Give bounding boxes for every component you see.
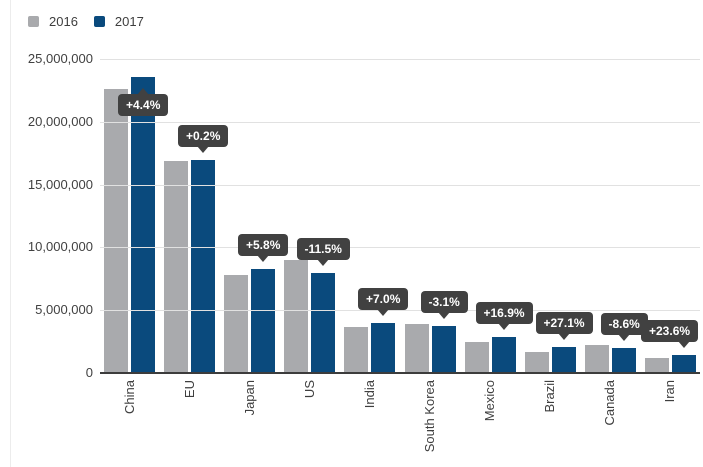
bar-groups: China EU Japan US India South Korea Mexico Braz… <box>100 59 700 452</box>
bar-2016-iran[interactable] <box>644 358 669 373</box>
bar-group-brazil: Brazil <box>524 59 576 413</box>
y-axis-label: 10,000,000 <box>27 239 93 255</box>
change-label-mexico: +16.9% <box>475 302 533 325</box>
bar-2017-iran[interactable] <box>671 355 696 373</box>
x-axis-label-brazil: Brazil <box>525 380 576 413</box>
bar-2016-japan[interactable] <box>224 275 249 373</box>
change-label-pointer-icon <box>438 311 450 319</box>
legend-swatch-icon <box>93 16 105 27</box>
x-axis-label-canada: Canada <box>585 380 636 426</box>
bar-group-india: India <box>344 59 396 408</box>
gridline <box>100 310 700 312</box>
bar-group-japan: Japan <box>224 59 276 415</box>
gridline <box>100 59 700 60</box>
y-axis: 0 5,000,000 10,000,000 15,000,000 20,000,000… <box>0 51 93 380</box>
bar-2016-brazil[interactable] <box>524 352 549 373</box>
y-axis-label: 15,000,000 <box>27 176 93 192</box>
bar-2017-india[interactable] <box>371 323 396 373</box>
change-label-canada: -8.6% <box>600 312 648 335</box>
bar-group-canada: Canada <box>584 59 636 426</box>
change-label-pointer-icon <box>678 340 690 348</box>
gridline <box>100 247 700 249</box>
legend-item-2016[interactable]: 2016 <box>28 14 78 29</box>
change-label-china: +4.4% <box>118 93 169 116</box>
change-label-us: -11.5% <box>296 237 350 260</box>
x-axis-label-text: Canada <box>602 380 618 426</box>
bar-2016-south-korea[interactable] <box>404 324 429 373</box>
change-label-brazil: +27.1% <box>535 311 593 334</box>
bar-group-mexico: Mexico <box>464 59 516 421</box>
bar-2017-mexico[interactable] <box>491 337 516 373</box>
x-axis-label-text: South Korea <box>422 380 438 453</box>
legend-label: 2017 <box>114 14 144 29</box>
gridline <box>100 121 700 123</box>
change-label-iran: +23.6% <box>641 319 699 342</box>
bar-2017-china[interactable] <box>131 76 155 373</box>
x-axis-label-mexico: Mexico <box>465 380 516 421</box>
bar-2017-japan[interactable] <box>251 269 276 373</box>
legend: 2016 2017 <box>28 14 144 29</box>
legend-item-2017[interactable]: 2017 <box>93 14 144 29</box>
x-axis-label-text: US <box>301 380 317 399</box>
bar-group-iran: Iran <box>644 59 696 402</box>
change-label-eu: +0.2% <box>178 125 229 148</box>
x-axis-label-china: China <box>104 380 155 414</box>
y-axis-label: 20,000,000 <box>27 113 93 129</box>
x-axis-label-south-korea: South Korea <box>405 380 456 452</box>
x-axis-label-eu: EU <box>164 380 215 398</box>
card-left-border <box>10 0 11 467</box>
x-axis-label-text: India <box>361 380 377 409</box>
change-label-pointer-icon <box>377 309 389 317</box>
bar-2016-mexico[interactable] <box>464 342 489 373</box>
bar-2016-canada[interactable] <box>584 345 609 373</box>
x-axis-label-text: China <box>121 380 137 414</box>
bar-2016-eu[interactable] <box>164 160 189 373</box>
legend-swatch-icon <box>28 16 39 27</box>
y-axis-label: 5,000,000 <box>35 302 93 318</box>
bar-2017-eu[interactable] <box>191 160 216 373</box>
change-label-south-korea: -3.1% <box>420 290 468 313</box>
x-axis-label-text: Japan <box>241 380 257 416</box>
change-label-pointer-icon <box>498 323 510 331</box>
bar-group-us: US <box>284 59 336 398</box>
bar-2016-china[interactable] <box>104 89 128 373</box>
change-label-japan: +5.8% <box>238 234 289 257</box>
plot-area: China EU Japan US India South Korea Mexico Braz… <box>100 59 700 452</box>
x-axis-label-india: India <box>344 380 395 408</box>
bar-2017-us[interactable] <box>311 272 336 373</box>
bar-2017-south-korea[interactable] <box>431 325 456 373</box>
legend-label: 2016 <box>49 14 78 29</box>
change-label-pointer-icon <box>558 332 570 340</box>
x-axis-label-text: Brazil <box>542 380 558 413</box>
x-axis-label-text: Iran <box>662 380 678 403</box>
x-axis-label-japan: Japan <box>224 380 275 415</box>
x-axis-label-us: US <box>284 380 335 398</box>
change-label-pointer-icon <box>317 258 329 266</box>
x-axis-line <box>100 372 700 374</box>
x-axis-label-text: Mexico <box>482 380 498 422</box>
y-axis-label: 0 <box>85 365 93 380</box>
change-label-india: +7.0% <box>358 288 409 311</box>
change-label-pointer-icon <box>618 333 630 341</box>
bar-group-eu: EU <box>164 59 216 398</box>
bar-2016-us[interactable] <box>284 259 309 373</box>
change-label-pointer-icon <box>197 146 209 154</box>
x-axis-label-text: EU <box>181 380 197 399</box>
x-axis-label-iran: Iran <box>645 380 696 402</box>
bar-group-china: China <box>104 59 155 414</box>
bar-2017-canada[interactable] <box>611 347 636 373</box>
bar-group-south-korea: South Korea <box>404 59 456 452</box>
change-label-pointer-icon <box>257 255 269 263</box>
bar-2017-brazil[interactable] <box>551 346 576 373</box>
change-label-pointer-icon <box>137 87 149 95</box>
gridline <box>100 184 700 186</box>
bar-2016-india[interactable] <box>344 326 369 373</box>
y-axis-label: 25,000,000 <box>27 51 93 66</box>
